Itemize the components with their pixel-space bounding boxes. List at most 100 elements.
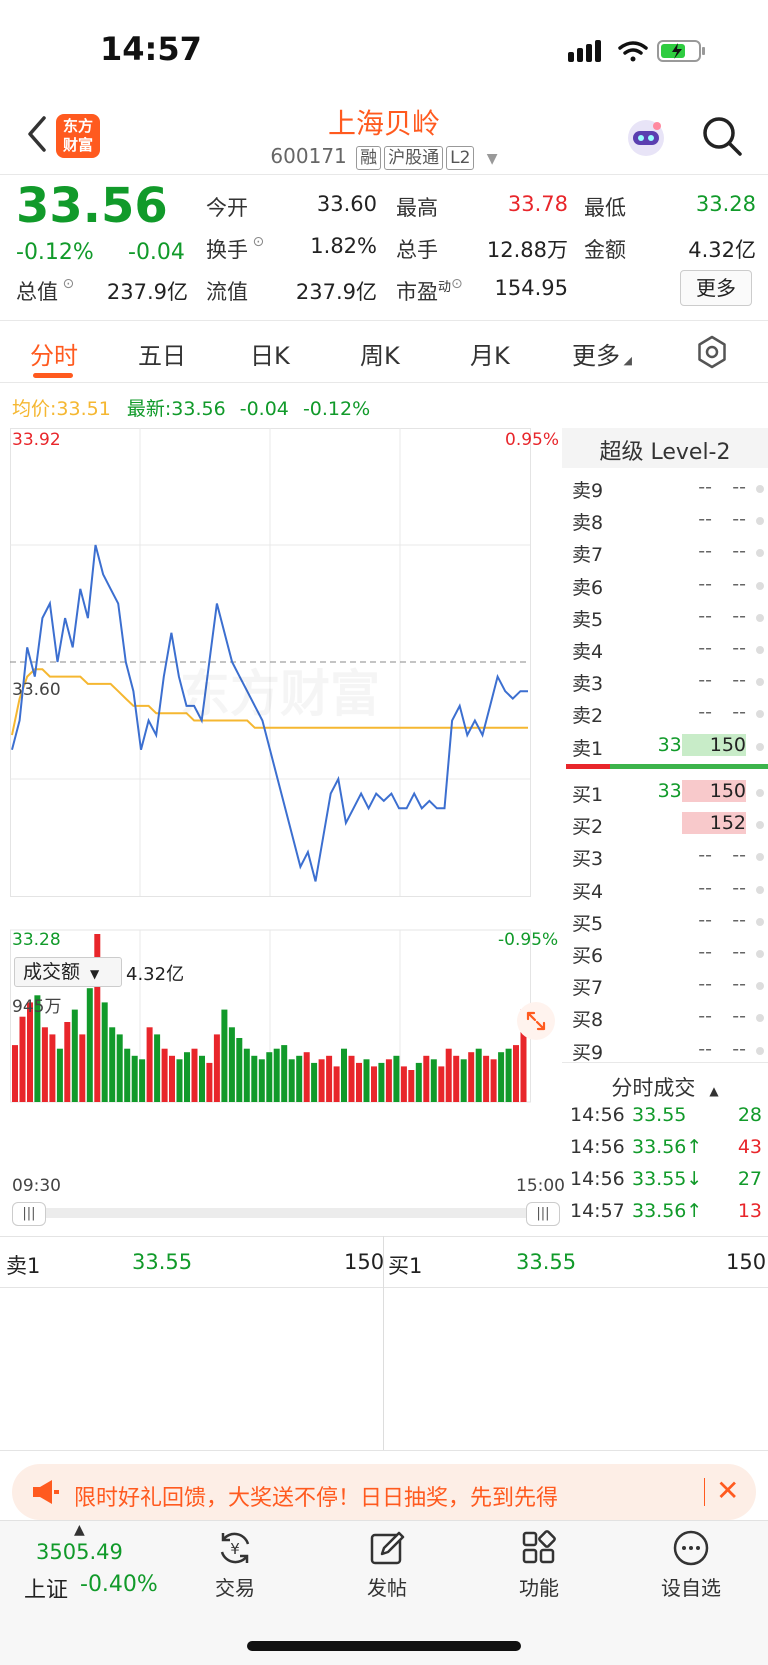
close-icon[interactable]: ✕ (716, 1474, 740, 1507)
tab-daily-k[interactable]: 日K (250, 342, 290, 370)
bid-level-label: 买6 (572, 945, 604, 967)
volume-bar (475, 1048, 482, 1102)
tab-monthly-k[interactable]: 月K (470, 342, 510, 370)
bid-row[interactable]: 买4 -- -- (572, 875, 764, 907)
trades-title[interactable]: 分时成交 ▲ (611, 1076, 719, 1100)
bid-row[interactable]: 买9 -- -- (572, 1036, 764, 1068)
caret-up-icon[interactable]: ▲ (74, 1522, 85, 1538)
back-icon[interactable] (22, 112, 50, 156)
scroll-handle-right[interactable]: ||| (526, 1202, 560, 1226)
stock-code-line[interactable]: 600171 融沪股通 L2 ▼ (0, 144, 768, 170)
index-label[interactable]: 上证 (24, 1578, 69, 1603)
bid-row[interactable]: 买7 -- -- (572, 971, 764, 1003)
promo-banner-text[interactable]: 限时好礼回馈，大奖送不停！日日抽奖，先到先得 (74, 1486, 559, 1511)
trade-time: 14:56 (570, 1136, 625, 1158)
level-dot (756, 613, 764, 622)
tab-weekly-k[interactable]: 周K (360, 342, 400, 370)
bid-row[interactable]: 买6 -- -- (572, 939, 764, 971)
volume-bar (131, 1055, 138, 1102)
tab-five-day[interactable]: 五日 (138, 342, 186, 370)
volume-indicator-select[interactable]: 成交额 ▼ (14, 957, 122, 987)
stock-name[interactable]: 上海贝岭 (327, 107, 440, 140)
bid-row[interactable]: 买3 -- -- (572, 842, 764, 874)
ask-price: -- (698, 476, 712, 498)
trade-price: 33.56↑ (632, 1200, 703, 1222)
trade-price: 33.55↓ (632, 1168, 703, 1190)
volume-bar (400, 1066, 407, 1102)
search-icon[interactable] (700, 114, 744, 158)
tab-intraday[interactable]: 分时 (30, 342, 78, 370)
amount-label: 金额 (584, 238, 626, 262)
ask-row[interactable]: 卖3 -- -- (572, 667, 764, 699)
pe-label[interactable]: 市盈动⊙ (396, 276, 463, 304)
megaphone-icon (33, 1480, 59, 1504)
trade-time: 14:56 (570, 1104, 625, 1126)
level-dot (756, 485, 764, 493)
nav-features[interactable]: 功能 (494, 1528, 584, 1601)
ask-row[interactable]: 卖7 -- -- (572, 538, 764, 570)
index-change-pct[interactable]: -0.40% (80, 1572, 158, 1597)
robot-assistant-icon[interactable] (624, 116, 668, 160)
tag-level2: L2 (446, 146, 475, 170)
nav-post[interactable]: 发帖 (342, 1528, 432, 1601)
ask-row[interactable]: 卖4 -- -- (572, 635, 764, 667)
ask-level-label: 卖4 (572, 641, 604, 663)
high-label: 最高 (396, 196, 438, 220)
expand-icon[interactable] (517, 1002, 555, 1040)
intraday-chart[interactable] (10, 428, 562, 1228)
stock-code: 600171 (270, 144, 347, 168)
home-indicator[interactable] (247, 1641, 521, 1651)
promo-banner[interactable] (12, 1464, 756, 1520)
chart-scroll-track[interactable] (20, 1208, 554, 1218)
ask-price: -- (698, 508, 712, 531)
market-cap-label[interactable]: 总值 ⊙ (16, 276, 75, 304)
volume-bar (273, 1048, 280, 1102)
mini-buy-label: 买1 (388, 1254, 423, 1278)
turnover-label[interactable]: 换手 ⊙ (206, 234, 265, 262)
ask-row[interactable]: 卖6 -- -- (572, 571, 764, 603)
bid-volume: -- (732, 908, 746, 931)
bid-row[interactable]: 买8 -- -- (572, 1003, 764, 1035)
ask-row[interactable]: 卖8 -- -- (572, 506, 764, 538)
turnover-value: 1.82% (310, 234, 377, 258)
ask-row[interactable]: 卖9 -- -- (572, 474, 764, 506)
nav-trade[interactable]: ¥ 交易 (190, 1528, 280, 1601)
bid-row[interactable]: 买5 -- -- (572, 907, 764, 939)
index-value[interactable]: 3505.49 (36, 1540, 123, 1564)
open-label: 今开 (206, 196, 248, 220)
scroll-handle-left[interactable]: ||| (12, 1202, 46, 1226)
tab-active-indicator (33, 373, 73, 378)
volume-bar (348, 1055, 355, 1102)
volume-bar (490, 1059, 497, 1102)
banner-separator (704, 1478, 705, 1506)
orderbook-title[interactable]: 超级 Level-2 (599, 440, 731, 465)
ask-volume: 150 (682, 733, 746, 756)
mini-divider (383, 1236, 384, 1451)
more-button[interactable]: 更多 (680, 270, 752, 306)
bid-volume: -- (732, 973, 746, 996)
orderbook-split-bar (566, 764, 768, 769)
volume-bar (176, 1059, 183, 1102)
edit-icon (370, 1531, 405, 1565)
bid-row[interactable]: 买2--152 (572, 810, 764, 842)
ask-row[interactable]: 卖2 -- -- (572, 699, 764, 731)
tab-more[interactable]: 更多 ◢ (572, 342, 632, 370)
trade-volume: 27 (737, 1168, 762, 1190)
volume-bar (251, 1055, 258, 1102)
ask-level-label: 卖1 (572, 737, 604, 760)
volume-bar (101, 1002, 108, 1102)
volume-bar (303, 1052, 310, 1102)
caret-icon: ◢ (620, 354, 632, 367)
trades-divider (562, 1062, 768, 1063)
nav-add-watchlist[interactable]: 设自选 (646, 1528, 736, 1601)
gear-icon[interactable] (694, 334, 730, 370)
bid-price: -- (698, 1005, 712, 1028)
bid-volume: -- (732, 844, 746, 867)
volume-bar (326, 1055, 333, 1102)
open-value: 33.60 (316, 192, 377, 216)
price-line (11, 544, 528, 882)
ask-row[interactable]: 卖5 -- -- (572, 603, 764, 635)
bid-level-label: 买1 (572, 784, 604, 806)
